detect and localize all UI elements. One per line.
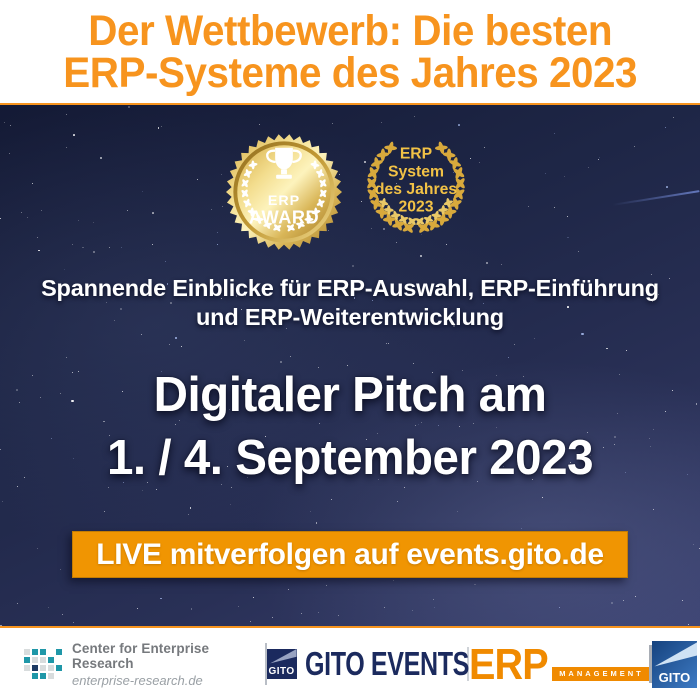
wreath-line4: 2023 [399, 199, 434, 216]
gito-square-icon: GITO [266, 649, 297, 679]
tagline: Spannende Einblicke für ERP-Auswahl, ERP… [0, 274, 700, 332]
cer-logo-mark [24, 649, 62, 679]
footer-logos: Center for Enterprise Research enterpris… [0, 628, 700, 700]
footer-separator-2 [466, 647, 469, 681]
cer-name: Center for Enterprise Research [72, 640, 210, 671]
white-laurel-decoration [241, 160, 327, 232]
footer-separator-3 [648, 645, 652, 683]
trophy-icon [266, 147, 302, 179]
gito-square-text: GITO [268, 666, 295, 677]
divider-bottom [0, 626, 700, 628]
title-line1: Der Wettbewerb: Die besten [88, 6, 612, 55]
live-cta-banner[interactable]: LIVE mitverfolgen auf events.gito.de [72, 531, 628, 578]
cer-domain: enterprise-research.de [72, 672, 203, 688]
gito-events-wordmark-wrap: GITO EVENTS [304, 645, 469, 682]
divider-top [0, 103, 700, 105]
badge-row: ERP AWARD ERP System des Jahres 2023 [0, 133, 700, 251]
tagline-line2: und ERP-Weiterentwicklung [196, 304, 504, 330]
erp-management-logo[interactable]: ERP MANAGEMENT [468, 639, 649, 689]
gito-logo-text: GITO [658, 669, 691, 685]
gold-laurel-wreath [367, 141, 465, 233]
erp-management-bar: MANAGEMENT [551, 666, 649, 681]
gito-events-wordmark: GITO EVENTS [304, 645, 469, 682]
starfield-section: ERP AWARD ERP System des Jahres 2023 Spa… [0, 105, 700, 626]
tagline-line1: Spannende Einblicke für ERP-Auswahl, ERP… [41, 275, 659, 301]
page-title: Der Wettbewerb: Die besten ERP-Systeme d… [63, 6, 637, 97]
erp-system-des-jahres-badge: ERP System des Jahres 2023 [367, 141, 465, 233]
award-badge-line2: AWARD [249, 207, 319, 227]
event-line2: 1. / 4. September 2023 [106, 431, 594, 485]
gito-logo[interactable]: GITO [651, 640, 697, 688]
wreath-line2: System [388, 163, 444, 180]
wreath-line1: ERP [400, 146, 432, 163]
seal-face [237, 145, 331, 239]
award-badge-line1: ERP [268, 193, 300, 209]
header-banner: Der Wettbewerb: Die besten ERP-Systeme d… [0, 0, 700, 103]
event-line1: Digitaler Pitch am [153, 368, 547, 422]
cer-text: Center for Enterprise Research enterpris… [72, 641, 265, 688]
wreath-line3: des Jahres [375, 181, 457, 198]
title-line2: ERP-Systeme des Jahres 2023 [63, 48, 637, 97]
gito-events-logo[interactable]: GITO GITO EVENTS [266, 645, 469, 682]
cer-logo[interactable]: Center for Enterprise Research enterpris… [24, 641, 265, 688]
erp-award-seal-badge: ERP AWARD [225, 134, 343, 250]
erp-wordmark: ERP [468, 639, 549, 689]
event-title: Digitaler Pitch am 1. / 4. September 202… [11, 364, 690, 490]
erp-management-text: MANAGEMENT [559, 669, 644, 678]
footer-separator-1 [264, 643, 267, 685]
